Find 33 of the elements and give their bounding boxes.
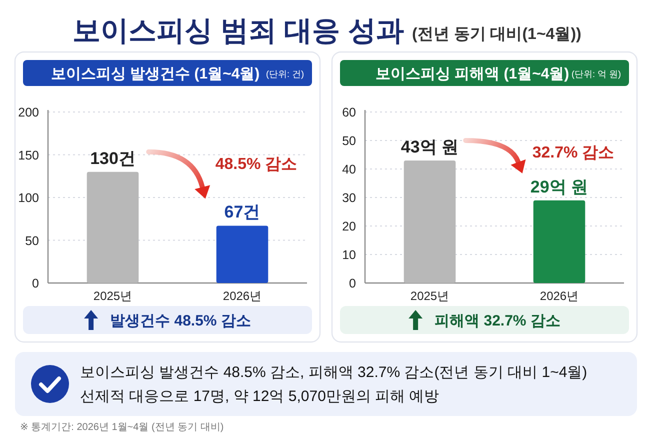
annotation: 48.5% 감소 <box>215 156 298 173</box>
x-tick-label: 2026년 <box>222 289 262 303</box>
y-tick-label: 150 <box>18 148 40 162</box>
y-tick-label: 100 <box>18 191 40 205</box>
text: ※ 통계기간: 2026년 1월~4월 (전년 동기 대비) <box>20 422 224 433</box>
y-tick-label: 0 <box>32 276 40 290</box>
text: (전년 동기 대비(1~4월)) <box>412 26 582 43</box>
data-label: 43억 원 <box>400 137 459 156</box>
y-tick-label: 50 <box>25 234 40 248</box>
annotation: 32.7% 감소 <box>532 144 614 162</box>
y-tick-label: 50 <box>342 134 356 148</box>
y-tick-label: 10 <box>342 248 356 262</box>
text: 발생건수 48.5% 감소 <box>110 312 251 330</box>
y-tick-label: 40 <box>342 162 356 176</box>
x-tick-label: 2025년 <box>93 289 132 303</box>
x-tick-label: 2026년 <box>540 289 579 303</box>
y-tick-label: 0 <box>349 276 356 290</box>
y-tick-label: 200 <box>18 106 40 120</box>
data-label: 67건 <box>224 202 260 222</box>
y-tick-label: 60 <box>342 106 356 120</box>
text: 피해액 32.7% 감소 <box>434 312 560 330</box>
text: 선제적 대응으로 17명, 약 12억 5,070만원의 피해 예방 <box>80 388 440 405</box>
data-label: 29억 원 <box>530 177 588 196</box>
data-label: 130건 <box>90 148 136 168</box>
x-tick-label: 2025년 <box>410 289 450 303</box>
chart-title: 보이스피싱 피해액 (1월~4월) <box>375 66 570 82</box>
chart-subtitle: (단위: 억 원) <box>572 69 621 79</box>
y-tick-label: 30 <box>342 191 356 205</box>
text: 보이스피싱 범죄 대응 성과 <box>72 15 404 46</box>
y-tick-label: 20 <box>342 220 356 234</box>
chart-subtitle: (단위: 건) <box>266 69 304 79</box>
text: 보이스피싱 발생건수 48.5% 감소, 피해액 32.7% 감소(전년 동기 대비 1~4월) <box>80 364 588 381</box>
chart-title: 보이스피싱 발생건수 (1월~4월) <box>50 66 260 82</box>
